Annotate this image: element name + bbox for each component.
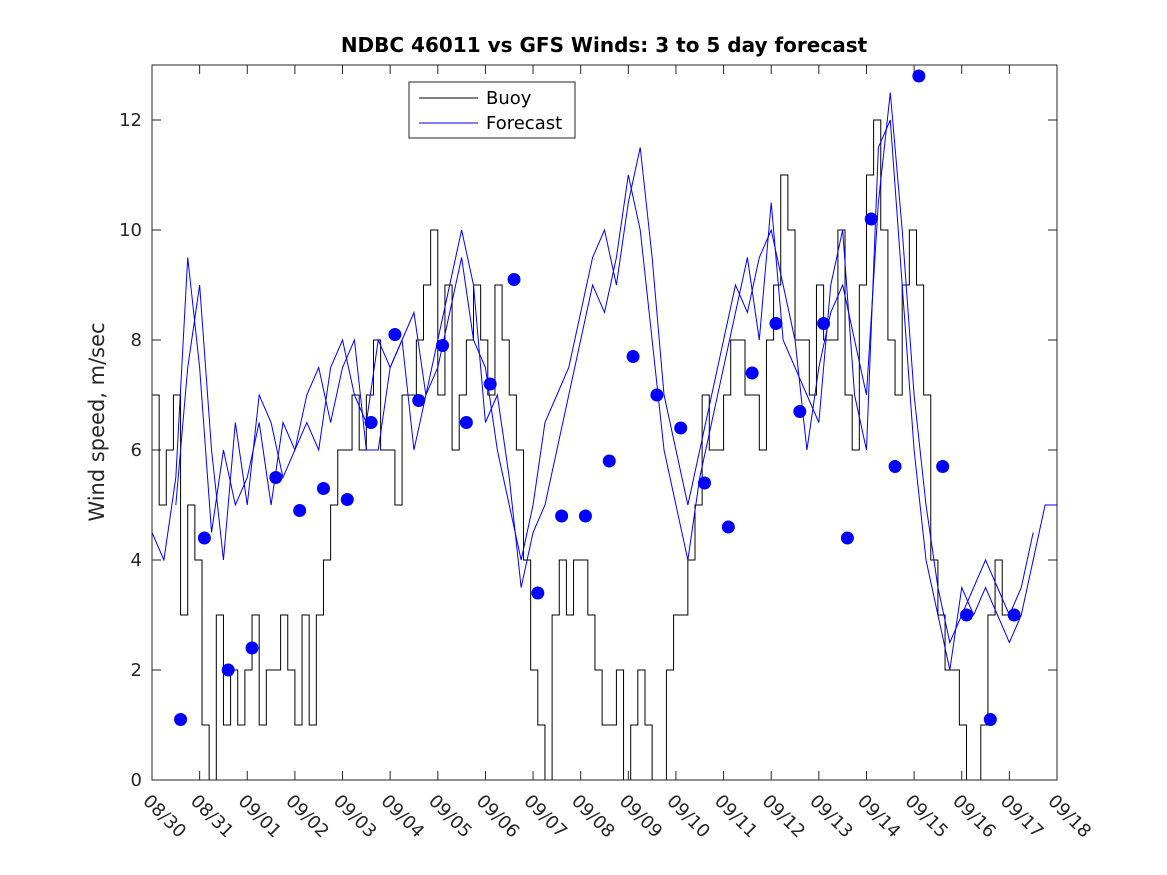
series-line-forecast-1 bbox=[151, 119, 1057, 671]
y-tick-label: 6 bbox=[131, 440, 142, 461]
plot-frame bbox=[151, 64, 1058, 781]
forecast-point bbox=[245, 641, 259, 655]
legend: Buoy Forecast bbox=[408, 81, 576, 139]
y-tick-label: 10 bbox=[119, 220, 142, 241]
marker-layer bbox=[174, 69, 1021, 726]
forecast-point bbox=[936, 460, 950, 473]
forecast-point bbox=[269, 471, 283, 484]
series-line-forecast-2 bbox=[175, 92, 1034, 645]
forecast-point bbox=[721, 520, 735, 534]
forecast-point bbox=[912, 69, 926, 83]
forecast-point bbox=[507, 273, 521, 286]
forecast-point bbox=[316, 482, 330, 495]
forecast-point bbox=[817, 317, 831, 330]
chart-title: NDBC 46011 vs GFS Winds: 3 to 5 day fore… bbox=[341, 33, 868, 57]
y-tick-label: 4 bbox=[131, 550, 142, 571]
forecast-point bbox=[840, 531, 854, 545]
y-tick-label: 2 bbox=[131, 660, 142, 681]
legend-forecast-label: Forecast bbox=[486, 113, 562, 134]
forecast-point bbox=[960, 608, 973, 622]
forecast-point bbox=[412, 394, 426, 407]
forecast-point bbox=[864, 212, 878, 226]
y-tick-label: 0 bbox=[131, 770, 142, 791]
forecast-point bbox=[174, 713, 188, 726]
forecast-point bbox=[650, 388, 664, 402]
series-line-buoy bbox=[152, 119, 1010, 781]
forecast-point bbox=[197, 531, 211, 545]
forecast-point bbox=[364, 416, 378, 429]
forecast-point bbox=[578, 509, 592, 523]
forecast-point bbox=[221, 663, 235, 677]
forecast-point bbox=[340, 493, 354, 506]
forecast-point bbox=[531, 586, 545, 600]
legend-buoy-label: Buoy bbox=[486, 88, 532, 109]
forecast-point bbox=[793, 405, 807, 418]
y-tick-labels: 0 2 4 6 8 10 12 bbox=[119, 110, 142, 791]
forecast-point bbox=[983, 713, 997, 726]
forecast-point bbox=[293, 504, 307, 517]
series-layer bbox=[151, 92, 1057, 781]
forecast-point bbox=[626, 350, 640, 363]
legend-box bbox=[408, 81, 576, 139]
forecast-point bbox=[388, 328, 402, 341]
forecast-point bbox=[483, 377, 497, 391]
forecast-point bbox=[698, 476, 712, 490]
forecast-point bbox=[602, 454, 616, 468]
forecast-point bbox=[745, 366, 759, 380]
forecast-point bbox=[459, 416, 473, 429]
forecast-point bbox=[674, 421, 688, 435]
forecast-point bbox=[1007, 608, 1021, 622]
forecast-point bbox=[436, 339, 450, 352]
y-axis-label: Wind speed, m/sec bbox=[85, 322, 109, 521]
plot-area bbox=[152, 65, 1057, 780]
forecast-point bbox=[555, 509, 569, 523]
y-tick-label: 12 bbox=[119, 110, 142, 131]
forecast-point bbox=[888, 460, 902, 473]
forecast-point bbox=[769, 317, 783, 330]
axis-ticks bbox=[151, 65, 1058, 781]
y-tick-label: 8 bbox=[131, 330, 142, 351]
